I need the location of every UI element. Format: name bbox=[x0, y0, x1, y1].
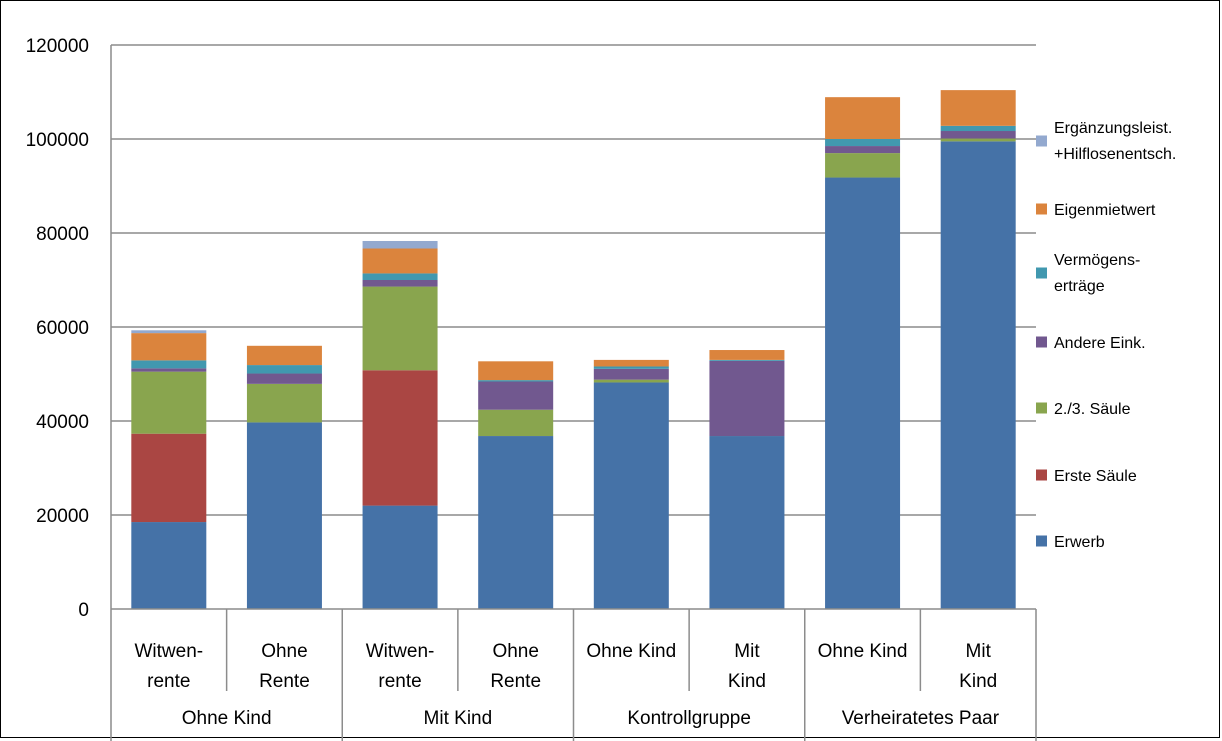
bar-segment bbox=[246, 373, 322, 384]
bar-segment bbox=[825, 97, 901, 139]
legend-label: Erste Säule bbox=[1054, 468, 1137, 485]
bar-segment bbox=[940, 138, 1016, 142]
bar-segment bbox=[709, 359, 785, 361]
bar-segment bbox=[131, 368, 207, 372]
legend-label: Eigenmietwert bbox=[1054, 202, 1156, 219]
bar-segment bbox=[593, 382, 669, 609]
legend-swatch bbox=[1036, 135, 1047, 147]
category-label: Kind bbox=[728, 671, 766, 692]
legend-swatch bbox=[1036, 267, 1047, 279]
bar-segment bbox=[362, 248, 438, 274]
legend-label: Vermögens- bbox=[1054, 252, 1140, 269]
y-tick-label: 40000 bbox=[36, 412, 89, 433]
bar-segment bbox=[246, 422, 322, 609]
y-tick-label: 100000 bbox=[26, 130, 89, 151]
bar-segment bbox=[478, 436, 554, 609]
category-label: Rente bbox=[490, 671, 541, 692]
legend-label: erträge bbox=[1054, 278, 1105, 295]
bar-segment bbox=[825, 153, 901, 178]
category-label: Mit bbox=[734, 641, 760, 662]
category-label: rente bbox=[147, 671, 190, 692]
bar-segment bbox=[593, 379, 669, 383]
bar-segment bbox=[825, 177, 901, 610]
category-label: Kind bbox=[959, 671, 997, 692]
bar-segment bbox=[131, 330, 207, 334]
category-label: Witwen- bbox=[135, 641, 204, 662]
legend-label: Ergänzungsleist. bbox=[1054, 120, 1172, 137]
group-label: Mit Kind bbox=[424, 708, 493, 729]
bar-segment bbox=[362, 286, 438, 371]
category-label: Ohne Kind bbox=[586, 641, 676, 662]
legend-swatch bbox=[1036, 535, 1047, 547]
bar-segment bbox=[709, 350, 785, 360]
y-tick-label: 80000 bbox=[36, 224, 89, 245]
legend-swatch bbox=[1036, 336, 1047, 348]
category-label: rente bbox=[378, 671, 421, 692]
category-label: Ohne bbox=[492, 641, 538, 662]
bar-segment bbox=[246, 365, 322, 374]
legend-swatch bbox=[1036, 469, 1047, 481]
legend-swatch bbox=[1036, 203, 1047, 215]
bar-segment bbox=[131, 433, 207, 523]
bar-segment bbox=[940, 125, 1016, 132]
bar-segment bbox=[478, 380, 554, 382]
bar-segment bbox=[825, 139, 901, 147]
bar-segment bbox=[478, 409, 554, 437]
category-label: Witwen- bbox=[366, 641, 435, 662]
bar-segment bbox=[709, 360, 785, 437]
bar-segment bbox=[709, 436, 785, 609]
category-label: Rente bbox=[259, 671, 310, 692]
legend-label: Erwerb bbox=[1054, 534, 1105, 551]
bar-segment bbox=[131, 522, 207, 609]
bar-segment bbox=[362, 505, 438, 609]
group-label: Kontrollgruppe bbox=[627, 708, 751, 729]
bar-segment bbox=[478, 361, 554, 381]
bar-segment bbox=[362, 370, 438, 506]
bar-segment bbox=[940, 90, 1016, 126]
bar-segment bbox=[131, 333, 207, 361]
y-tick-label: 20000 bbox=[36, 506, 89, 527]
category-label: Ohne bbox=[261, 641, 307, 662]
bar-segment bbox=[246, 383, 322, 423]
group-label: Verheiratetes Paar bbox=[842, 708, 1000, 729]
bar-segment bbox=[593, 359, 669, 367]
legend-label: +Hilflosenentsch. bbox=[1054, 146, 1176, 163]
bar-segment bbox=[593, 366, 669, 369]
y-tick-label: 0 bbox=[78, 600, 89, 621]
bar-segment bbox=[593, 368, 669, 380]
category-label: Mit bbox=[966, 641, 992, 662]
bar-segment bbox=[131, 360, 207, 369]
bar-segment bbox=[362, 240, 438, 249]
category-label: Ohne Kind bbox=[818, 641, 908, 662]
legend-swatch bbox=[1036, 402, 1047, 414]
bar-segment bbox=[478, 381, 554, 410]
bar-segment bbox=[940, 141, 1016, 609]
group-label: Ohne Kind bbox=[182, 708, 272, 729]
bar-segment bbox=[362, 273, 438, 280]
bar-segment bbox=[825, 146, 901, 154]
legend-label: Andere Eink. bbox=[1054, 335, 1146, 352]
bar-segment bbox=[362, 280, 438, 287]
bar-segment bbox=[940, 131, 1016, 139]
y-tick-label: 120000 bbox=[26, 36, 89, 57]
bar-segment bbox=[246, 345, 322, 366]
bar-segment bbox=[131, 371, 207, 434]
legend-label: 2./3. Säule bbox=[1054, 401, 1131, 418]
y-tick-label: 60000 bbox=[36, 318, 89, 339]
